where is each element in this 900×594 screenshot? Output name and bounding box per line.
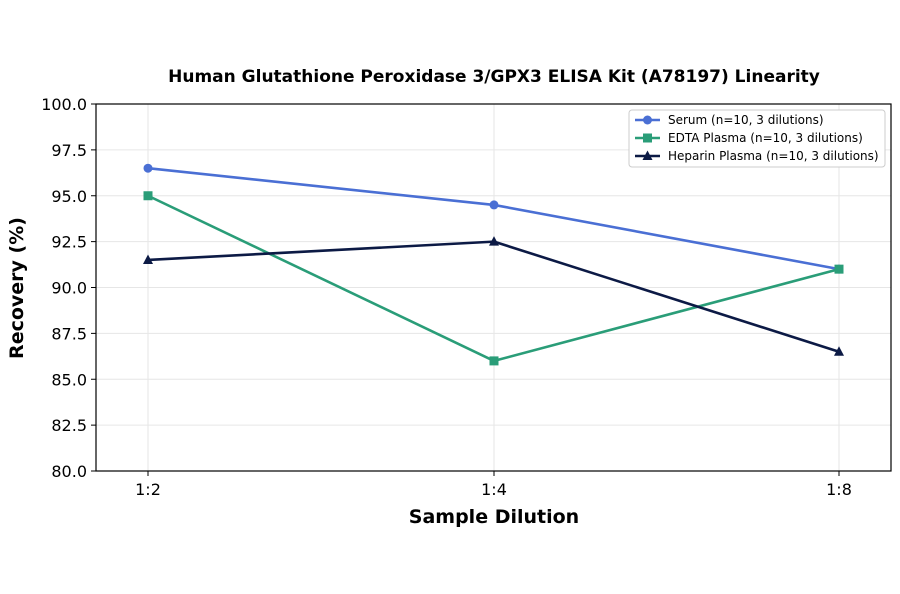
legend-label: Serum (n=10, 3 dilutions) xyxy=(668,113,824,127)
y-tick-label: 97.5 xyxy=(51,141,87,160)
x-axis-label: Sample Dilution xyxy=(409,506,579,528)
y-tick-label: 82.5 xyxy=(51,416,87,435)
legend-item: Serum (n=10, 3 dilutions) xyxy=(635,113,824,127)
series-1 xyxy=(143,191,844,366)
data-point xyxy=(143,191,153,201)
legend-marker xyxy=(643,133,652,143)
y-tick-label: 80.0 xyxy=(51,462,87,481)
y-tick-label: 85.0 xyxy=(51,370,87,389)
x-tick-label: 1:8 xyxy=(826,480,852,499)
y-tick-label: 90.0 xyxy=(51,279,87,298)
legend-label: Heparin Plasma (n=10, 3 dilutions) xyxy=(668,149,879,163)
data-point xyxy=(143,163,153,173)
chart-title: Human Glutathione Peroxidase 3/GPX3 ELIS… xyxy=(168,67,820,87)
data-point xyxy=(834,346,844,356)
y-axis-label: Recovery (%) xyxy=(6,217,28,359)
data-point xyxy=(834,264,844,274)
series-2 xyxy=(143,236,844,356)
legend-marker xyxy=(642,150,653,160)
x-tick-label: 1:2 xyxy=(135,480,161,499)
y-axis: 80.0 82.5 85.0 87.5 90.0 92.5 95.0 97.5 100.0 xyxy=(41,95,96,481)
series-layer xyxy=(143,163,844,366)
legend-box xyxy=(628,109,886,168)
data-point xyxy=(489,200,499,210)
y-tick-label: 100.0 xyxy=(41,95,87,114)
y-tick-label: 87.5 xyxy=(51,324,87,343)
legend-item: Heparin Plasma (n=10, 3 dilutions) xyxy=(635,149,879,163)
x-tick-label: 1:4 xyxy=(481,480,507,499)
legend-marker xyxy=(643,115,652,125)
data-point xyxy=(143,254,153,264)
data-point xyxy=(489,356,499,366)
legend: Serum (n=10, 3 dilutions) EDTA Plasma (n=… xyxy=(628,109,886,168)
legend-label: EDTA Plasma (n=10, 3 dilutions) xyxy=(668,131,863,145)
x-axis: 1:2 1:4 1:8 xyxy=(135,471,852,499)
y-tick-label: 92.5 xyxy=(51,233,87,252)
data-point xyxy=(489,236,499,246)
legend-item: EDTA Plasma (n=10, 3 dilutions) xyxy=(635,131,863,145)
y-tick-label: 95.0 xyxy=(51,187,87,206)
